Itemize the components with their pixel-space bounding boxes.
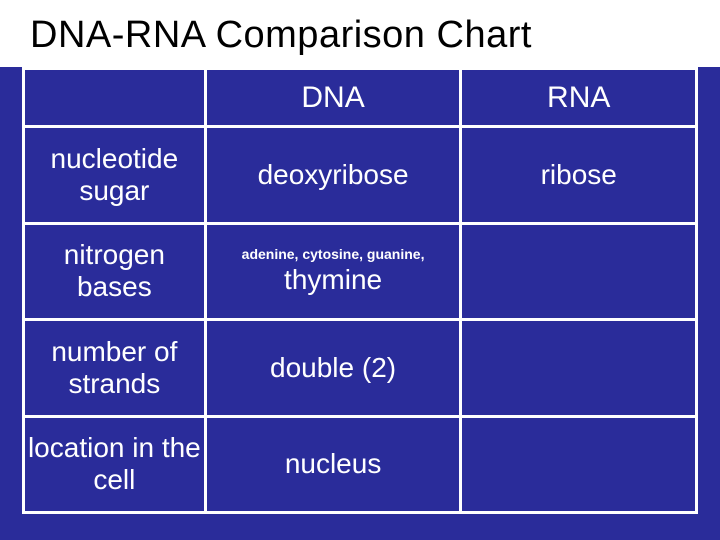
table-row: nucleotide sugar deoxyribose ribose — [24, 127, 697, 224]
table-row: location in the cell nucleus — [24, 416, 697, 513]
header-rna: RNA — [461, 69, 697, 127]
row-label: nitrogen bases — [24, 223, 206, 320]
page-title: DNA-RNA Comparison Chart — [30, 14, 690, 57]
header-blank — [24, 69, 206, 127]
comparison-table: DNA RNA nucleotide sugar deoxyribose rib… — [22, 67, 698, 514]
title-bar: DNA-RNA Comparison Chart — [0, 0, 720, 67]
row-label: nucleotide sugar — [24, 127, 206, 224]
cell-dna: nucleus — [205, 416, 461, 513]
comparison-table-wrap: DNA RNA nucleotide sugar deoxyribose rib… — [0, 67, 720, 540]
row-label: location in the cell — [24, 416, 206, 513]
header-dna: DNA — [205, 69, 461, 127]
cell-dna: deoxyribose — [205, 127, 461, 224]
cell-rna — [461, 223, 697, 320]
cell-subtext: adenine, cytosine, guanine, — [207, 246, 460, 262]
cell-rna — [461, 416, 697, 513]
row-label: number of strands — [24, 320, 206, 417]
table-header-row: DNA RNA — [24, 69, 697, 127]
cell-dna: adenine, cytosine, guanine, thymine — [205, 223, 461, 320]
table-row: number of strands double (2) — [24, 320, 697, 417]
table-row: nitrogen bases adenine, cytosine, guanin… — [24, 223, 697, 320]
cell-dna: double (2) — [205, 320, 461, 417]
cell-maintext: thymine — [207, 264, 460, 296]
cell-rna — [461, 320, 697, 417]
cell-rna: ribose — [461, 127, 697, 224]
